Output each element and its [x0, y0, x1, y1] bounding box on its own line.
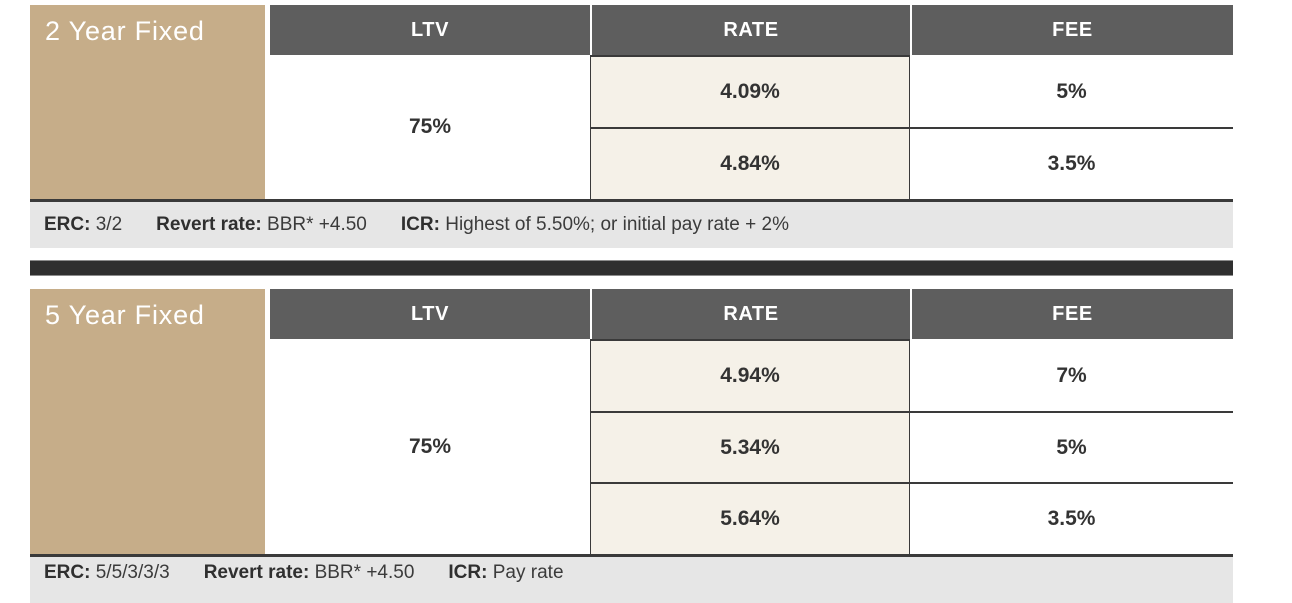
revert-rate-value: BBR* +4.50 [314, 562, 415, 583]
icr-value: Highest of 5.50%; or initial pay rate + … [445, 214, 789, 235]
icr-label: ICR: [448, 562, 488, 583]
rate-column-body: 4.94% 5.34% 5.64% [590, 339, 910, 554]
revert-rate-label: Revert rate: [156, 214, 262, 235]
ltv-column-body: 75% [270, 55, 590, 199]
fee-value: 3.5% [910, 127, 1233, 199]
erc-note: ERC: 5/5/3/3/3 [44, 562, 170, 584]
ltv-column: LTV 75% [270, 289, 590, 554]
rate-value: 5.34% [591, 410, 909, 483]
revert-rate-value: BBR* +4.50 [267, 214, 367, 235]
ltv-column-body: 75% [270, 339, 590, 554]
fee-value: 7% [1056, 363, 1087, 387]
rate-value: 4.09% [720, 80, 780, 103]
fee-column-body: 7% 5% 3.5% [910, 339, 1233, 554]
fee-column-header: FEE [910, 5, 1233, 55]
icr-note: ICR: Pay rate [448, 562, 563, 584]
product-title-cell: 2 Year Fixed [30, 5, 265, 199]
section-divider-bar [30, 260, 1233, 276]
erc-value: 5/5/3/3/3 [95, 562, 170, 583]
ltv-value: 75% [408, 115, 452, 138]
footnote-strip-5-year: ERC: 5/5/3/3/3 Revert rate: BBR* +4.50 I… [30, 557, 1233, 603]
rate-table-2-year-fixed: 2 Year Fixed LTV 75% RATE 4.09% 4.84% FE… [30, 5, 1233, 202]
rate-value: 5.64% [591, 482, 909, 554]
fee-column-header: FEE [910, 289, 1233, 339]
fee-column: FEE 5% 3.5% [910, 5, 1233, 199]
ltv-column-header: LTV [270, 289, 590, 339]
product-title-cell: 5 Year Fixed [30, 289, 265, 554]
fee-column: FEE 7% 5% 3.5% [910, 289, 1233, 554]
product-title: 5 Year Fixed [45, 300, 205, 330]
erc-value: 3/2 [95, 214, 123, 235]
ltv-column-header: LTV [270, 5, 590, 55]
rate-column: RATE 4.94% 5.34% 5.64% [590, 289, 910, 554]
ltv-column: LTV 75% [270, 5, 590, 199]
product-title: 2 Year Fixed [45, 16, 205, 46]
icr-label: ICR: [400, 214, 440, 235]
icr-note: ICR: Highest of 5.50%; or initial pay ra… [401, 214, 789, 236]
revert-rate-label: Revert rate: [203, 562, 310, 583]
fee-value: 5% [910, 410, 1233, 483]
erc-note: ERC: 3/2 [44, 214, 122, 236]
rate-value: 4.94% [720, 363, 780, 387]
fee-value: 5% [1056, 80, 1087, 103]
fee-value: 3.5% [910, 482, 1233, 554]
erc-label: ERC: [44, 214, 91, 235]
revert-rate-note: Revert rate: BBR* +4.50 [204, 562, 415, 584]
rate-column-header: RATE [590, 5, 910, 55]
rate-column-header: RATE [590, 289, 910, 339]
fee-column-body: 5% 3.5% [910, 55, 1233, 199]
rate-column-body: 4.09% 4.84% [590, 55, 910, 199]
revert-rate-note: Revert rate: BBR* +4.50 [156, 214, 367, 236]
rate-column: RATE 4.09% 4.84% [590, 5, 910, 199]
ltv-value: 75% [408, 434, 452, 458]
rate-table-5-year-fixed: 5 Year Fixed LTV 75% RATE 4.94% 5.34% 5.… [30, 289, 1233, 557]
footnote-strip-2-year: ERC: 3/2 Revert rate: BBR* +4.50 ICR: Hi… [30, 202, 1233, 248]
erc-label: ERC: [44, 562, 91, 583]
icr-value: Pay rate [492, 562, 564, 583]
rate-value: 4.84% [591, 127, 909, 199]
